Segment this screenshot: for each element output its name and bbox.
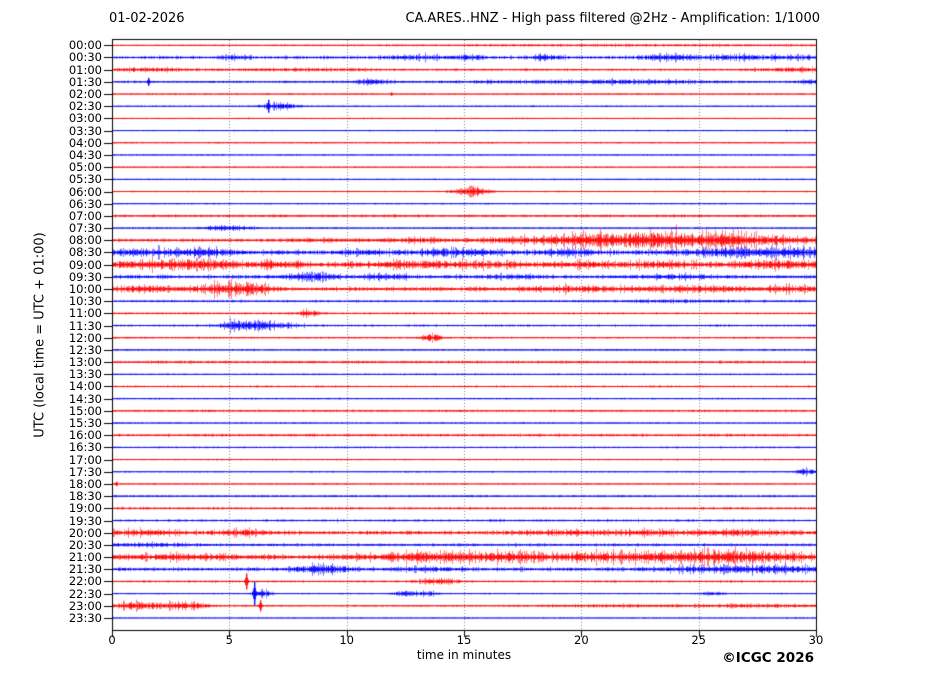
ytick-label-0300: 03:00 xyxy=(68,111,102,126)
ytick-label-1600: 16:00 xyxy=(68,428,102,443)
date-title: 01-02-2026 xyxy=(109,11,185,26)
y-axis-label: UTC (local time = UTC + 01:00) xyxy=(32,232,48,438)
ytick-label-0530: 05:30 xyxy=(68,172,102,187)
ytick-label-1300: 13:00 xyxy=(68,355,102,370)
ytick-label-0230: 02:30 xyxy=(68,99,102,114)
ytick-label-0430: 04:30 xyxy=(68,147,102,162)
ytick-label-1830: 18:30 xyxy=(68,489,102,504)
ytick-label-0700: 07:00 xyxy=(68,208,102,223)
copyright-text: ©ICGC 2026 xyxy=(722,650,814,666)
ytick-label-1900: 19:00 xyxy=(68,501,102,516)
ytick-label-0330: 03:30 xyxy=(68,123,102,138)
ytick-label-0100: 01:00 xyxy=(68,62,102,77)
xtick-label-0: 0 xyxy=(108,633,116,647)
ytick-label-1730: 17:30 xyxy=(68,464,102,479)
ytick-label-0930: 09:30 xyxy=(68,269,102,284)
ytick-label-1100: 11:00 xyxy=(68,306,102,321)
ytick-label-2230: 22:30 xyxy=(68,586,102,601)
x-axis-label: time in minutes xyxy=(416,648,512,662)
xtick-label-10: 10 xyxy=(339,633,354,647)
ytick-label-0500: 05:00 xyxy=(68,160,102,175)
ytick-label-0800: 08:00 xyxy=(68,233,102,248)
ytick-label-2200: 22:00 xyxy=(68,574,102,589)
ytick-label-0400: 04:00 xyxy=(68,135,102,150)
ytick-label-0900: 09:00 xyxy=(68,257,102,272)
ytick-label-1930: 19:30 xyxy=(68,513,102,528)
ytick-label-0000: 00:00 xyxy=(68,38,102,53)
xtick-label-5: 5 xyxy=(225,633,233,647)
ytick-label-1700: 17:00 xyxy=(68,452,102,467)
ytick-label-1530: 15:30 xyxy=(68,416,102,431)
ytick-label-1200: 12:00 xyxy=(68,330,102,345)
ytick-label-1000: 10:00 xyxy=(68,282,102,296)
ytick-label-1230: 12:30 xyxy=(68,342,102,357)
ytick-label-0200: 02:00 xyxy=(68,87,102,102)
ytick-label-0030: 00:30 xyxy=(68,50,102,65)
ytick-label-2300: 23:00 xyxy=(68,598,102,613)
xtick-label-25: 25 xyxy=(691,633,706,647)
xtick-label-20: 20 xyxy=(574,633,589,647)
ytick-label-0600: 06:00 xyxy=(68,184,102,199)
ytick-label-1430: 14:30 xyxy=(68,391,102,406)
ytick-label-2000: 20:00 xyxy=(68,525,102,540)
ytick-label-1030: 10:30 xyxy=(68,294,102,309)
station-title: CA.ARES..HNZ - High pass filtered @2Hz -… xyxy=(405,11,820,26)
ytick-label-1400: 14:00 xyxy=(68,379,102,394)
ytick-label-1500: 15:00 xyxy=(68,403,102,418)
ytick-label-1630: 16:30 xyxy=(68,440,102,455)
ytick-label-2100: 21:00 xyxy=(68,550,102,565)
ytick-label-1330: 13:30 xyxy=(68,367,102,382)
ytick-label-1800: 18:00 xyxy=(68,476,102,491)
ytick-label-0630: 06:30 xyxy=(68,196,102,211)
xtick-label-30: 30 xyxy=(808,633,824,647)
ytick-label-1130: 11:30 xyxy=(68,318,102,333)
ytick-label-0830: 08:30 xyxy=(68,245,102,260)
xtick-label-15: 15 xyxy=(456,633,472,647)
ytick-label-2330: 23:30 xyxy=(68,610,102,625)
ytick-label-2030: 20:30 xyxy=(68,537,102,552)
ytick-label-0730: 07:30 xyxy=(68,221,102,236)
ytick-label-2130: 21:30 xyxy=(68,562,102,577)
ytick-label-0130: 01:30 xyxy=(68,74,102,89)
